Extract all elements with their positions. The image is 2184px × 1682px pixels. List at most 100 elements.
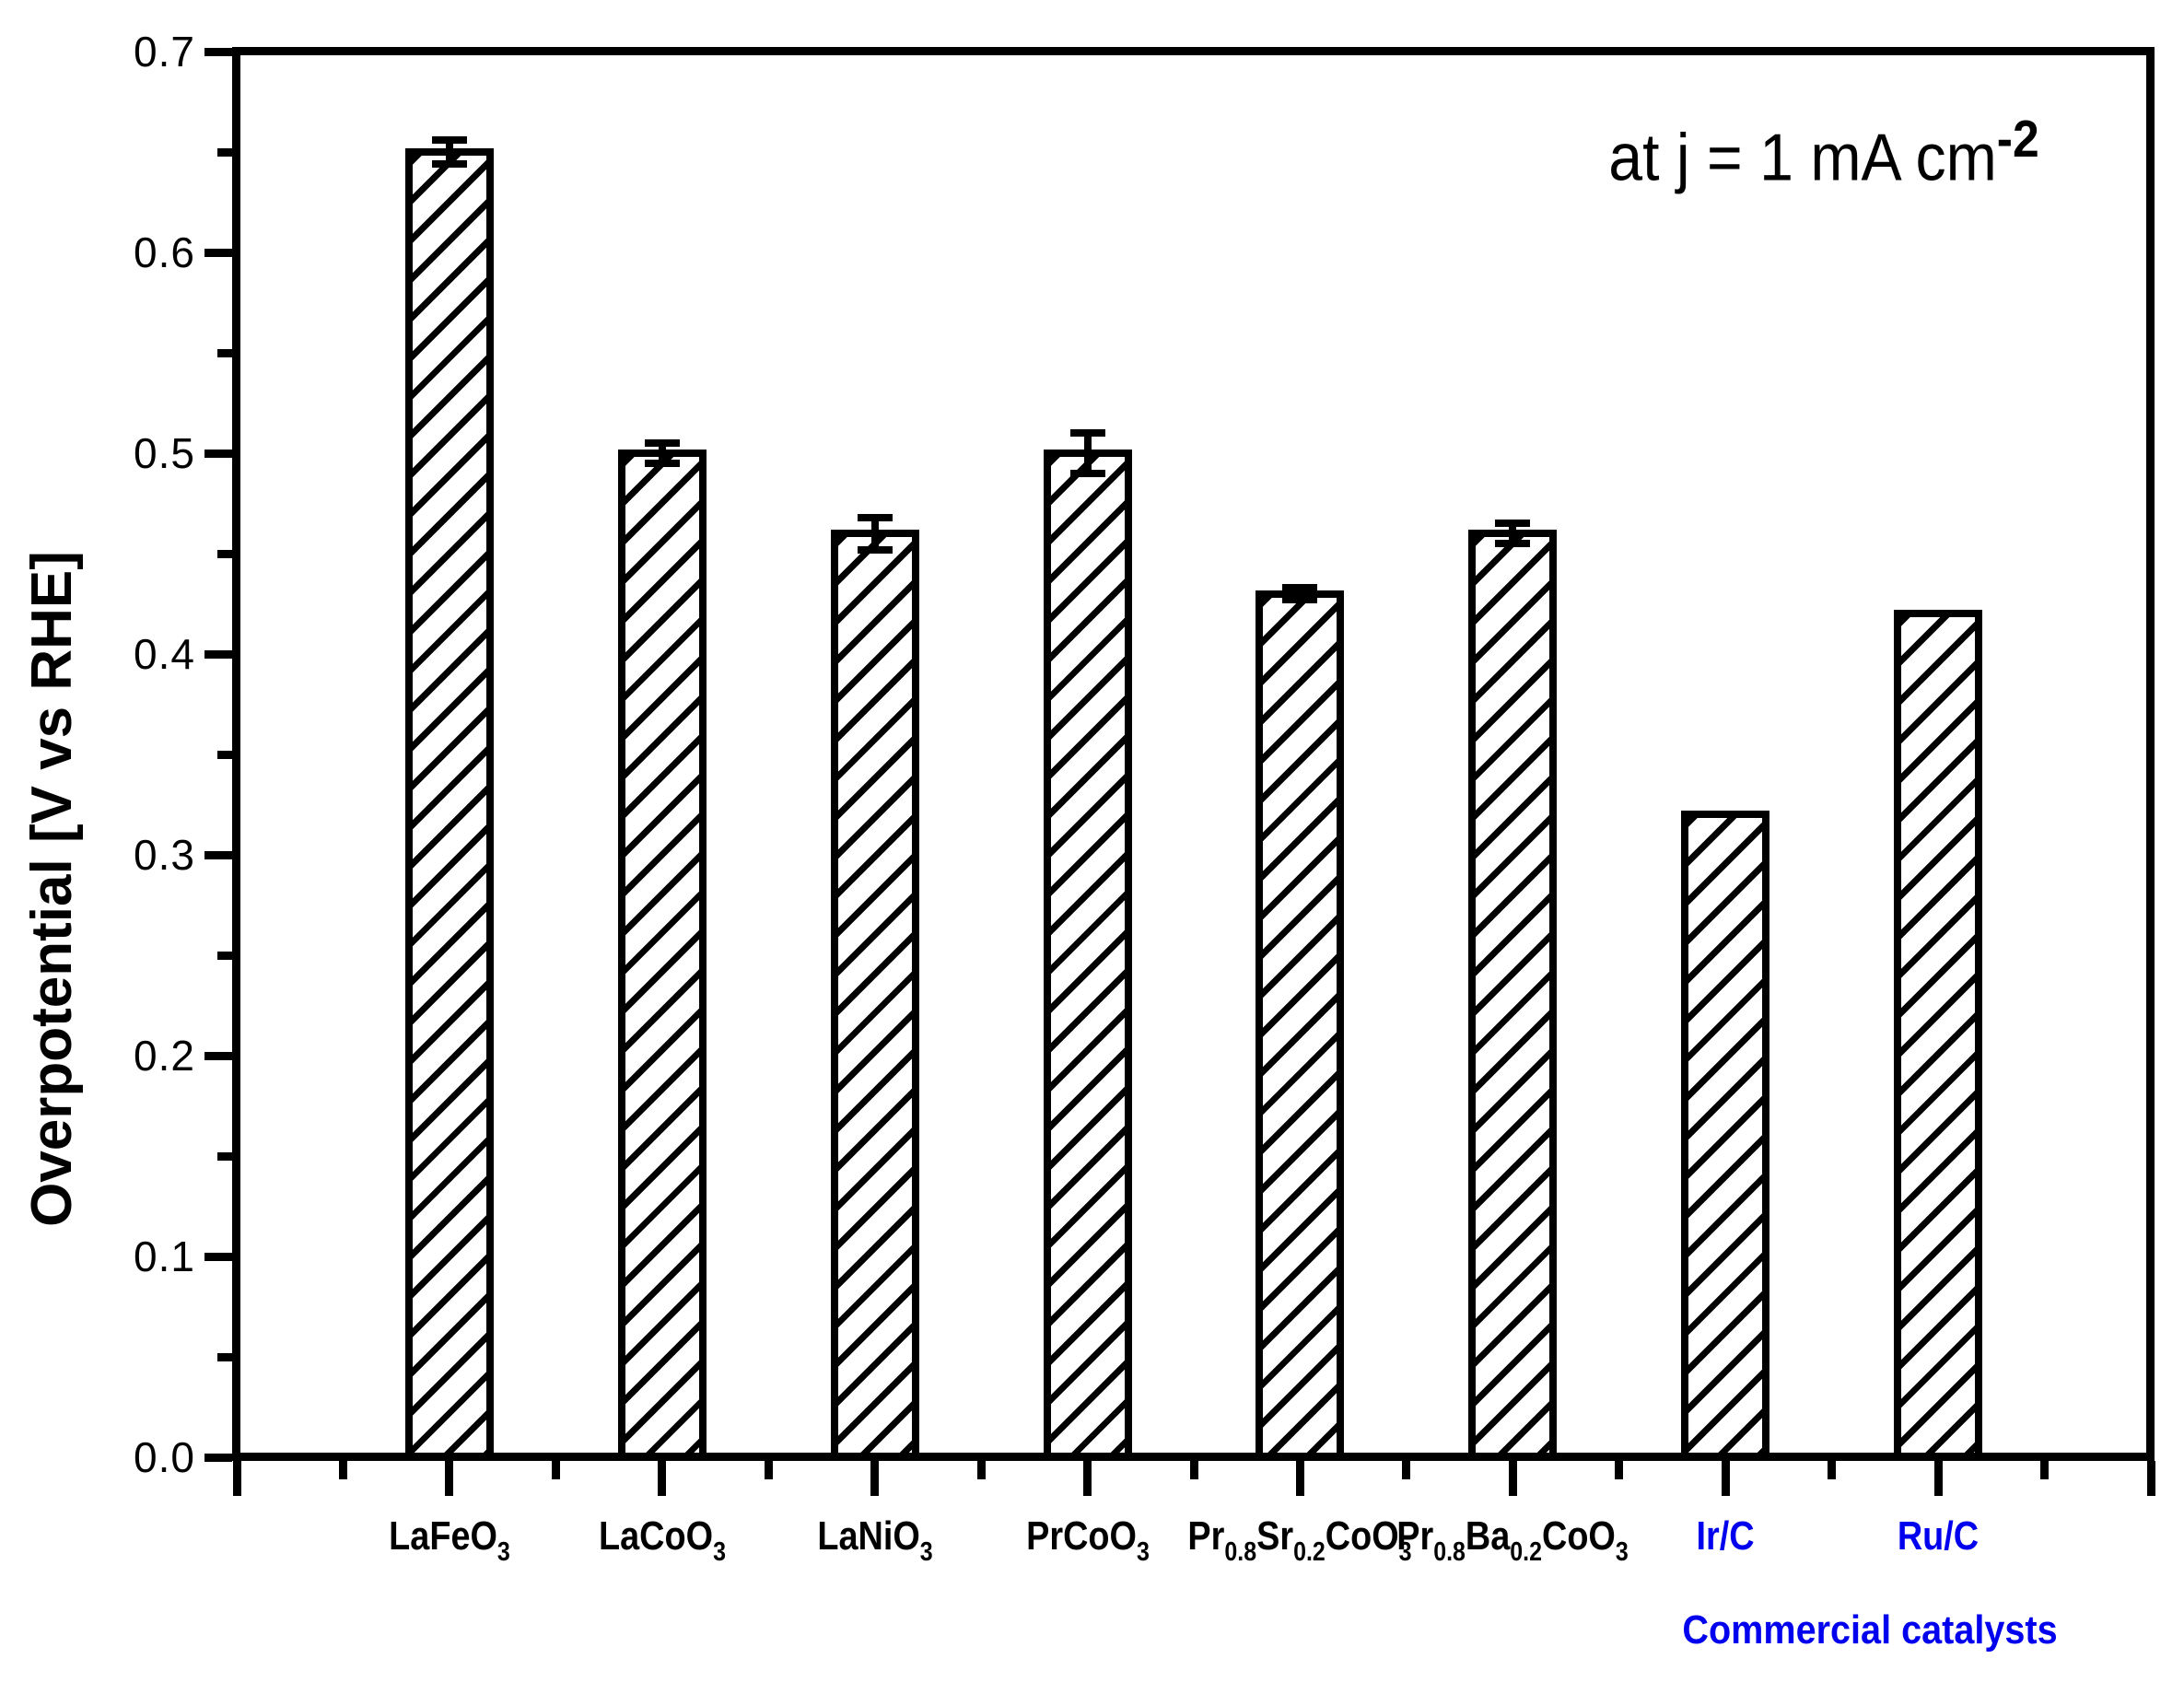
bar <box>617 450 707 1461</box>
x-axis-major-tick <box>445 1461 454 1496</box>
y-tick-label: 0.7 <box>134 28 195 76</box>
x-axis-minor-tick <box>1402 1461 1411 1479</box>
y-axis-major-tick <box>204 1051 232 1060</box>
category-label-subscript: 3 <box>712 1537 726 1568</box>
error-bar-cap <box>1282 584 1318 592</box>
y-axis-major-tick <box>204 649 232 659</box>
x-axis-minor-tick <box>1615 1461 1624 1479</box>
error-bar-cap <box>857 513 893 521</box>
y-tick-label: 0.4 <box>134 630 195 678</box>
category-label-subscript: 3 <box>496 1537 510 1568</box>
error-bar <box>1296 588 1304 601</box>
error-bar-cap <box>1282 596 1318 604</box>
category-label-subscript: 3 <box>1136 1537 1150 1568</box>
x-axis-minor-tick <box>1828 1461 1837 1479</box>
x-axis-major-tick <box>870 1461 880 1496</box>
x-axis-minor-tick <box>2040 1461 2050 1479</box>
category-label-text: LaNiO <box>816 1513 920 1559</box>
y-axis-minor-tick <box>217 750 232 759</box>
annotation-current-density: at j = 1 mA cm-2 <box>1544 99 2103 197</box>
error-bar-cap <box>857 545 893 554</box>
category-label-subscript: 0.2 <box>1510 1537 1543 1568</box>
y-axis-major-tick <box>204 47 232 56</box>
category-label: LaFeO3 <box>322 1513 576 1576</box>
y-tick-label: 0.5 <box>134 429 195 477</box>
y-axis-minor-tick <box>217 1352 232 1361</box>
x-axis-major-tick <box>1295 1461 1304 1496</box>
y-axis-major-tick <box>204 1453 232 1462</box>
x-axis-minor-tick <box>764 1461 773 1479</box>
bar <box>1256 590 1345 1461</box>
category-label: Ru/C <box>1812 1513 2065 1560</box>
category-label-text: LaFeO <box>389 1513 497 1559</box>
bar <box>1043 450 1132 1461</box>
error-bar-cap <box>644 459 680 467</box>
error-bar-cap <box>431 160 467 169</box>
error-bar <box>658 443 666 463</box>
x-axis-minor-tick <box>976 1461 986 1479</box>
bar <box>1681 811 1770 1461</box>
commercial-catalysts-label: Commercial catalysts <box>1682 1607 2058 1653</box>
y-tick-label: 0.3 <box>134 831 195 879</box>
category-label-subscript: 3 <box>919 1537 933 1568</box>
error-bar-cap <box>1495 520 1531 528</box>
category-label: LaNiO3 <box>748 1513 1001 1576</box>
error-bar-cap <box>644 439 680 448</box>
category-label-subscript: 3 <box>1616 1537 1629 1568</box>
category-label: Ir/C <box>1599 1513 1852 1560</box>
y-tick-label: 0.1 <box>134 1232 195 1280</box>
bar <box>1468 530 1558 1461</box>
error-bar-cap <box>1069 469 1105 477</box>
plot-frame <box>232 47 2155 1461</box>
error-bar <box>1509 523 1517 544</box>
category-label: Pr0.8Sr0.2CoO3 <box>1174 1513 1427 1576</box>
y-tick-label: 0.6 <box>134 228 195 276</box>
category-label: Pr0.8Ba0.2CoO3 <box>1386 1513 1640 1576</box>
category-label-text: Pr <box>1396 1513 1434 1559</box>
y-axis-minor-tick <box>217 348 232 357</box>
error-bar-cap <box>1495 540 1531 548</box>
category-label-text: Pr <box>1187 1513 1225 1559</box>
y-axis-title: Overpotential [V vs RHE] <box>20 551 84 1227</box>
bar <box>830 530 919 1461</box>
y-axis-major-tick <box>204 1252 232 1261</box>
y-tick-label: 0.2 <box>134 1032 195 1080</box>
category-label-subscript: 0.8 <box>1224 1537 1257 1568</box>
x-axis-major-tick <box>232 1461 241 1496</box>
x-axis-minor-tick <box>551 1461 560 1479</box>
category-label-text: CoO <box>1542 1513 1617 1559</box>
category-label-text: LaCoO <box>598 1513 713 1559</box>
error-bar <box>870 517 879 550</box>
bar <box>1894 610 1983 1461</box>
x-axis-minor-tick <box>1189 1461 1198 1479</box>
bar <box>404 148 494 1461</box>
y-axis-major-tick <box>204 850 232 859</box>
category-label-text: Sr <box>1256 1513 1294 1559</box>
category-label-text: PrCoO <box>1025 1513 1137 1559</box>
y-axis-minor-tick <box>217 951 232 960</box>
category-label-subscript: 0.8 <box>1433 1537 1466 1568</box>
y-axis-minor-tick <box>217 549 232 558</box>
y-axis-minor-tick <box>217 1151 232 1161</box>
x-axis-major-tick <box>1933 1461 1943 1496</box>
category-label-text: Ru/C <box>1897 1513 1980 1559</box>
x-axis-major-tick <box>1721 1461 1730 1496</box>
annotation-text: at j = 1 mA cm <box>1608 121 1997 195</box>
error-bar <box>1083 433 1092 473</box>
error-bar <box>445 139 453 165</box>
error-bar-cap <box>1069 429 1105 438</box>
error-bar-cap <box>431 135 467 144</box>
category-label-subscript: 0.2 <box>1293 1537 1326 1568</box>
category-label-text: CoO <box>1326 1513 1400 1559</box>
y-tick-label: 0.0 <box>134 1433 195 1481</box>
category-label-subscript: 3 <box>1399 1537 1413 1568</box>
x-axis-major-tick <box>1508 1461 1517 1496</box>
y-axis-minor-tick <box>217 147 232 157</box>
y-axis-major-tick <box>204 248 232 257</box>
category-label-text: Ba <box>1466 1513 1511 1559</box>
category-label: PrCoO3 <box>961 1513 1214 1576</box>
x-axis-major-tick <box>1083 1461 1092 1496</box>
y-axis-major-tick <box>204 449 232 458</box>
annotation-superscript: -2 <box>1996 110 2039 168</box>
